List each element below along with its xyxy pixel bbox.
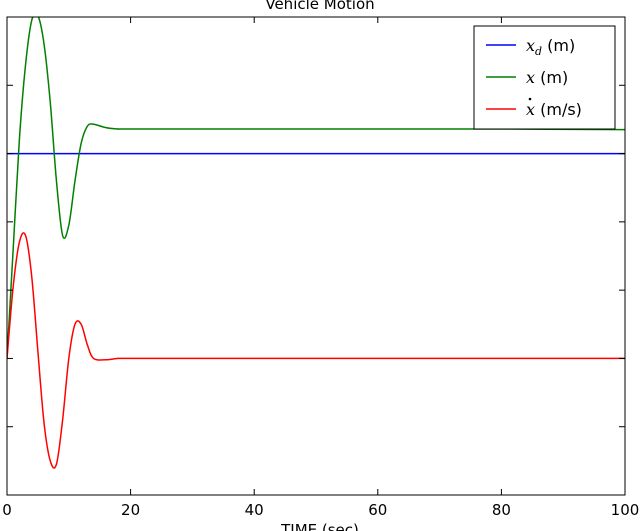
x-axis-label: TIME (sec) [280, 521, 359, 531]
legend: xd (m) x (m) x (m/s) [473, 25, 616, 130]
derivative-dot [528, 97, 532, 101]
legend-entry: xd (m) [526, 36, 575, 58]
x-tick-label: 80 [492, 501, 511, 519]
x-tick-label: 20 [121, 501, 140, 519]
x-tick-label: 0 [2, 501, 12, 519]
ticks-layer: 0 20 40 60 80 100 [2, 16, 640, 519]
series-line-2 [7, 232, 625, 469]
chart-title: Vehicle Motion [265, 0, 374, 13]
legend-entry: x (m) [526, 68, 568, 87]
series-layer [7, 17, 625, 469]
x-tick-label: 60 [368, 501, 387, 519]
x-tick-label: 40 [245, 501, 264, 519]
legend-entry: x (m/s) [526, 100, 582, 119]
series-line-1 [7, 17, 625, 359]
legend-box [473, 25, 616, 130]
axes-frame [6, 16, 626, 496]
x-tick-label: 100 [611, 501, 640, 519]
